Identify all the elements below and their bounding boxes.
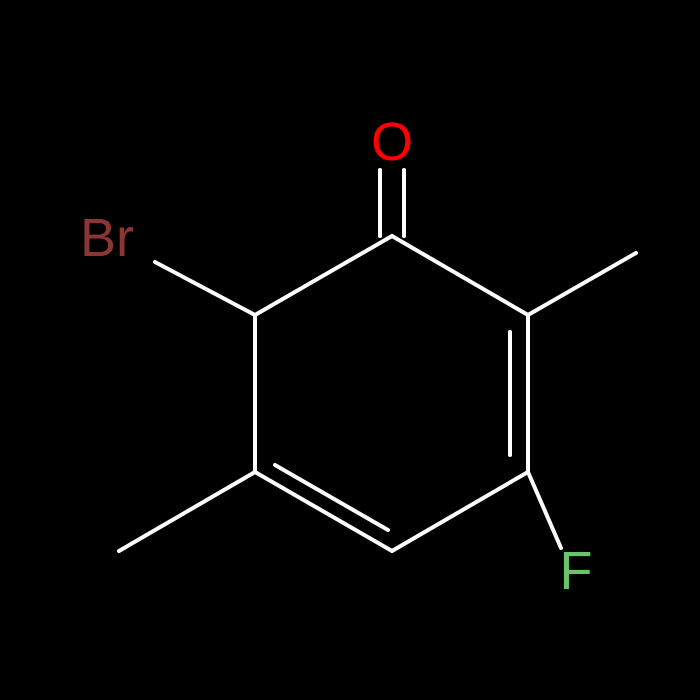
atom-label-f: F	[560, 541, 593, 601]
bonds-layer	[119, 170, 636, 551]
atom-label-o: O	[371, 112, 413, 172]
atom-label-br: Br	[80, 208, 134, 268]
molecule-diagram: Br O F	[0, 0, 700, 700]
